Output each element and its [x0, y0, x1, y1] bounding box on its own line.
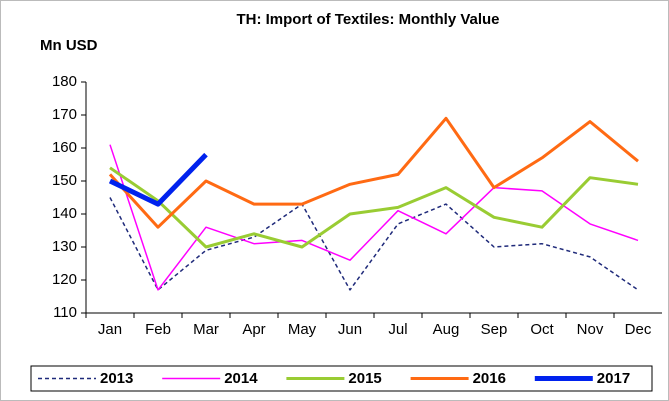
x-tick-label: Jul — [388, 321, 407, 338]
x-tick-label: Jun — [338, 321, 362, 338]
x-tick-label: Oct — [530, 321, 554, 338]
x-tick-label: Feb — [145, 321, 171, 338]
y-tick-label: 110 — [53, 304, 77, 321]
y-tick-label: 130 — [52, 238, 77, 255]
x-tick-label: Jan — [98, 321, 122, 338]
y-tick-label: 160 — [52, 139, 77, 156]
legend-label: 2015 — [348, 370, 381, 387]
y-tick-label: 120 — [52, 271, 77, 288]
x-tick-label: May — [288, 321, 317, 338]
x-tick-label: Sep — [481, 321, 508, 338]
x-tick-label: Dec — [625, 321, 652, 338]
series-line — [108, 152, 208, 207]
y-tick-label: 180 — [52, 73, 77, 90]
chart-title: TH: Import of Textiles: Monthly Value — [236, 11, 499, 28]
legend-label: 2014 — [224, 370, 258, 387]
legend-label: 2013 — [100, 370, 133, 387]
y-tick-label: 140 — [52, 205, 77, 222]
y-tick-label: 170 — [52, 106, 77, 123]
legend-label: 2016 — [473, 370, 506, 387]
series-line — [109, 197, 639, 291]
y-tick-label: 150 — [52, 172, 77, 189]
legend-label: 2017 — [597, 370, 630, 387]
x-tick-label: Apr — [242, 321, 265, 338]
series-line — [108, 116, 639, 229]
x-tick-label: Mar — [193, 321, 219, 338]
x-tick-label: Nov — [577, 321, 604, 338]
x-tick-label: Aug — [433, 321, 460, 338]
series-line — [109, 166, 639, 249]
y-axis-label: Mn USD — [40, 37, 98, 54]
